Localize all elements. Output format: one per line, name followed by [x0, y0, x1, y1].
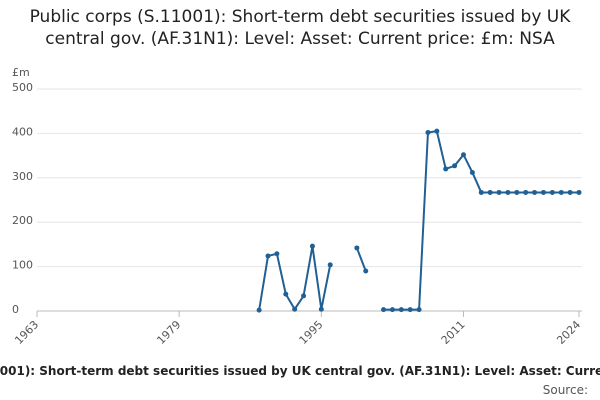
point [398, 307, 404, 313]
point [327, 262, 333, 268]
point [549, 189, 555, 195]
x-tick-label: 2011 [439, 318, 468, 347]
point [514, 189, 520, 195]
point [363, 268, 369, 274]
point [558, 189, 564, 195]
point [389, 307, 395, 313]
x-tick-label: 1995 [297, 318, 326, 347]
point [274, 251, 280, 257]
point [416, 307, 422, 313]
y-tick-label: 100 [12, 259, 33, 272]
legend-entry: Public corps (S.11001): Short-term debt … [0, 364, 600, 378]
line [383, 130, 579, 311]
line [355, 247, 367, 272]
point [443, 166, 449, 172]
point [354, 245, 360, 251]
point [318, 306, 324, 312]
x-tick-label: 1963 [12, 318, 41, 347]
x-tick-label: 1979 [154, 318, 183, 347]
point [478, 189, 484, 195]
point [292, 306, 298, 312]
point [425, 130, 431, 136]
point [309, 243, 315, 249]
point [381, 307, 387, 313]
point [434, 128, 440, 134]
y-tick-label: 0 [12, 303, 19, 316]
chart-title: Public corps (S.11001): Short-term debt … [29, 7, 571, 49]
point [265, 253, 271, 259]
point [256, 307, 262, 313]
point [407, 307, 413, 313]
legend: Public corps (S.11001): Short-term debt … [0, 364, 600, 382]
y-axis-label: £m [12, 66, 30, 79]
point [301, 293, 307, 299]
point [505, 189, 511, 195]
point [496, 189, 502, 195]
point [469, 169, 475, 175]
source: Source: [542, 383, 588, 397]
y-tick-label: 200 [12, 214, 33, 227]
point [283, 291, 289, 297]
point [540, 189, 546, 195]
y-tick-label: 400 [12, 125, 33, 138]
point [487, 189, 493, 195]
point [452, 163, 458, 169]
point [523, 189, 529, 195]
y-tick-label: 500 [12, 81, 33, 94]
point [532, 189, 538, 195]
point [460, 152, 466, 158]
point [567, 189, 573, 195]
y-tick-label: 300 [12, 170, 33, 183]
x-tick-label: 2024 [554, 318, 583, 347]
point [576, 189, 582, 195]
